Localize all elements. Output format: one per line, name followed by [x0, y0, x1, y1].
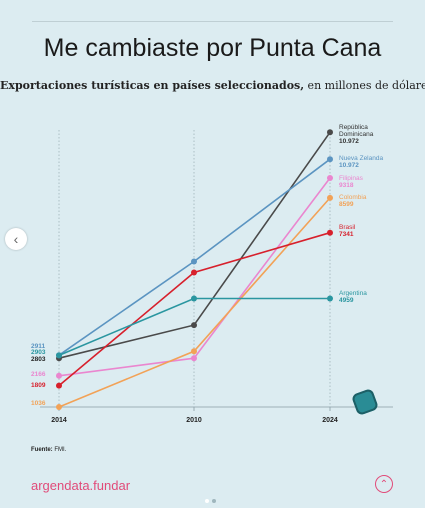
left-value-label: 2166	[31, 371, 46, 378]
series-name-label: Argentina	[339, 290, 367, 297]
subtitle-rest: en millones de dólares	[304, 79, 425, 92]
series-line	[58, 177, 331, 377]
data-point	[56, 372, 62, 379]
series-name-label: Brasil	[339, 224, 356, 231]
data-point	[56, 382, 62, 389]
data-point	[327, 295, 333, 302]
left-value-label: 2911	[31, 343, 45, 350]
chart-subtitle: Exportaciones turísticas en países selec…	[0, 79, 425, 92]
data-point	[327, 129, 333, 136]
data-point	[191, 322, 197, 329]
series-value-label: 8599	[339, 201, 354, 208]
data-point	[191, 348, 197, 355]
series-name-label: Filipinas	[339, 175, 364, 182]
data-point	[327, 156, 333, 163]
data-point	[56, 352, 62, 359]
series-line	[58, 231, 331, 387]
x-tick-label: 2024	[322, 417, 338, 424]
source-label: Fuente:	[31, 447, 53, 453]
data-point	[191, 269, 197, 276]
slide: Me cambiaste por Punta Cana Exportacione…	[0, 21, 425, 503]
brand-link[interactable]: argendata.fundar	[31, 478, 131, 493]
x-tick-label: 2010	[186, 417, 202, 424]
series-value-label: 9318	[339, 182, 354, 189]
pagination-dot[interactable]	[205, 499, 209, 503]
series-value-label: 10.972	[339, 138, 359, 145]
series-name-label: Nueva Zelanda	[339, 155, 383, 162]
chevron-left-icon[interactable]: ‹	[5, 228, 27, 250]
series-name-label: Dominicana	[339, 131, 374, 138]
data-point	[56, 404, 62, 410]
pagination-dot[interactable]	[212, 499, 216, 503]
series-value-label: 4959	[339, 297, 354, 304]
x-tick-label: 2014	[51, 417, 67, 424]
data-point	[327, 175, 333, 181]
left-value-label: 1036	[31, 400, 46, 407]
data-point	[327, 229, 333, 236]
series-name-label: Colombia	[339, 194, 367, 201]
series-value-label: 7341	[339, 231, 354, 238]
subtitle-bold: Exportaciones turísticas en países selec…	[0, 79, 305, 92]
source-value: FMI.	[54, 447, 67, 453]
left-value-label: 2803	[31, 356, 46, 363]
data-point	[191, 258, 197, 265]
chart-title: Me cambiaste por Punta Cana	[43, 34, 382, 62]
chevron-up-icon[interactable]: ⌃	[375, 475, 393, 493]
left-value-label: 2903	[31, 349, 46, 356]
series-name-label: República	[339, 124, 368, 131]
data-point	[191, 355, 197, 362]
series-value-label: 10.972	[339, 162, 359, 169]
source-note: Fuente: FMI.	[31, 447, 66, 453]
data-point	[191, 295, 197, 302]
series-line	[58, 197, 331, 408]
top-divider	[32, 21, 393, 22]
left-value-label: 1809	[31, 382, 46, 389]
pagination-dots	[205, 490, 219, 508]
data-point	[327, 194, 333, 201]
